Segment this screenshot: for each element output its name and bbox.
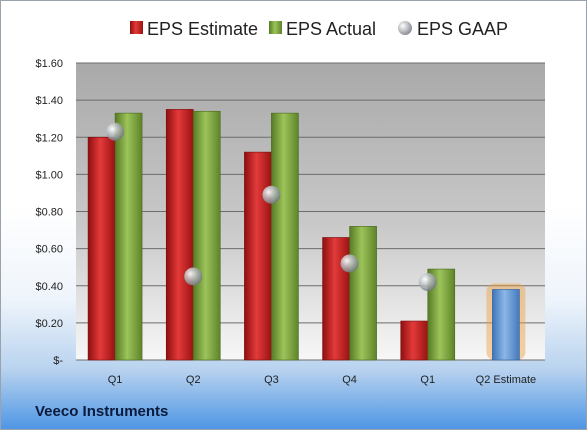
bar-eps-actual bbox=[349, 226, 377, 361]
point-eps-gaap bbox=[184, 267, 203, 286]
y-tick-label: $1.60 bbox=[35, 58, 63, 70]
point-eps-gaap bbox=[418, 273, 437, 292]
y-tick-label: $0.20 bbox=[35, 318, 63, 330]
y-axis-tick-labels: $- $0.20 $0.40 $0.60 $0.80 $1.00 $1.20 $1.40 $1.… bbox=[35, 58, 63, 367]
x-tick-label: Q2 Estimate bbox=[476, 374, 537, 386]
x-tick-label: Q2 bbox=[186, 374, 201, 386]
y-tick-label: $0.60 bbox=[35, 244, 63, 256]
legend-swatch-actual bbox=[269, 21, 282, 34]
y-tick-label: $- bbox=[53, 355, 63, 367]
legend-swatch-gaap bbox=[398, 21, 412, 35]
y-tick-label: $0.40 bbox=[35, 281, 63, 293]
bar-eps-estimate bbox=[87, 136, 116, 361]
x-tick-label: Q3 bbox=[264, 374, 279, 386]
x-tick-label: Q1 bbox=[108, 374, 123, 386]
point-eps-gaap bbox=[106, 122, 125, 141]
y-tick-label: $0.80 bbox=[35, 207, 63, 219]
bar-eps-projection bbox=[492, 289, 520, 361]
bar-eps-actual bbox=[114, 112, 143, 361]
x-axis-tick-labels: Q1 Q2 Q3 Q4 Q1 Q2 Estimate bbox=[108, 374, 536, 386]
point-eps-gaap bbox=[262, 185, 281, 204]
y-tick-label: $1.20 bbox=[35, 132, 63, 144]
legend-swatch-estimate bbox=[130, 21, 143, 34]
y-tick-label: $1.00 bbox=[35, 169, 63, 181]
legend-label-actual: EPS Actual bbox=[286, 19, 376, 39]
y-tick-label: $1.40 bbox=[35, 95, 63, 107]
legend-label-estimate: EPS Estimate bbox=[147, 19, 258, 39]
x-tick-label: Q1 bbox=[420, 374, 435, 386]
legend-label-gaap: EPS GAAP bbox=[417, 19, 508, 39]
bar-eps-actual bbox=[192, 110, 221, 361]
bars bbox=[87, 109, 526, 361]
legend: EPS Estimate EPS Actual EPS GAAP bbox=[130, 19, 508, 39]
bar-eps-actual bbox=[271, 112, 299, 361]
x-tick-label: Q4 bbox=[342, 374, 357, 386]
gridlines bbox=[76, 62, 545, 361]
bar-eps-estimate bbox=[400, 320, 429, 361]
point-eps-gaap bbox=[340, 254, 359, 273]
bar-eps-estimate bbox=[165, 109, 194, 361]
bar-eps-estimate bbox=[244, 151, 272, 361]
company-name: Veeco Instruments bbox=[35, 403, 169, 420]
